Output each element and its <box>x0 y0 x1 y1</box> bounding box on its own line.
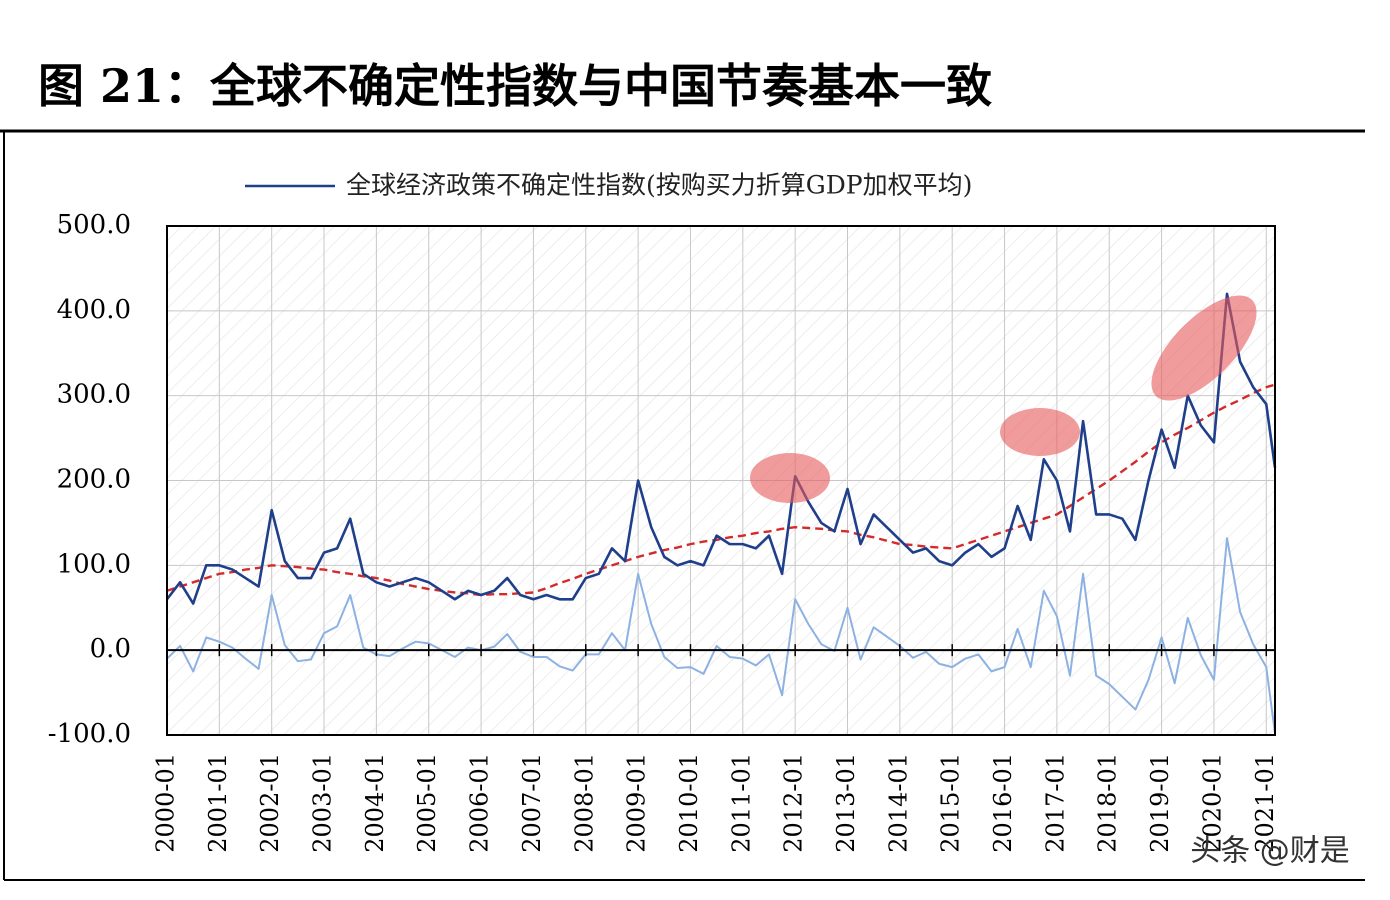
x-tick-label: 2019-01 <box>1146 753 1174 853</box>
axes: -100.0 0.0 100.0 200.0 300.0 400.0 500.0 2000-0… <box>48 210 1279 853</box>
x-tick-label: 2003-01 <box>309 753 337 853</box>
x-tick-label: 2013-01 <box>832 753 860 853</box>
x-tick-label: 2002-01 <box>256 753 284 853</box>
x-tick-label: 2010-01 <box>675 753 703 853</box>
x-tick-label: 2016-01 <box>989 753 1017 853</box>
x-tick-label: 2004-01 <box>361 753 389 853</box>
y-tick-label: 300.0 <box>57 380 131 410</box>
highlight <box>750 453 830 503</box>
x-tick-label: 2014-01 <box>884 753 912 853</box>
x-tick-label: 2005-01 <box>413 753 441 853</box>
x-tick-label: 2015-01 <box>937 753 965 853</box>
series-line <box>166 537 1276 734</box>
y-tick-label: 200.0 <box>57 465 131 495</box>
plot-frame <box>166 225 1276 736</box>
highlight <box>1151 295 1257 401</box>
y-tick-label: 0.0 <box>90 634 131 664</box>
x-tick-label: 2020-01 <box>1198 753 1226 853</box>
y-tick-label: 100.0 <box>57 549 131 579</box>
x-tick-label: 2007-01 <box>518 753 546 853</box>
y-tick-label: -100.0 <box>48 719 131 749</box>
highlight <box>1000 408 1080 456</box>
x-tick-label: 2017-01 <box>1041 753 1069 853</box>
x-tick-label: 2009-01 <box>623 753 651 853</box>
page-title: 图 21：全球不确定性指数与中国节奏基本一致 <box>38 59 992 113</box>
x-tick-label: 2001-01 <box>204 753 232 853</box>
watermark: 头条 @财是 <box>1190 834 1350 869</box>
lines <box>165 292 1277 734</box>
legend-label: 全球经济政策不确定性指数(按购买力折算GDP加权平均) <box>346 171 972 200</box>
y-tick-label: 400.0 <box>57 295 131 325</box>
y-tick-label: 500.0 <box>57 210 131 240</box>
x-tick-label: 2018-01 <box>1094 753 1122 853</box>
x-tick-label: 2006-01 <box>466 753 494 853</box>
x-tick-label: 2000-01 <box>152 753 180 853</box>
x-tick-label: 2011-01 <box>727 753 755 853</box>
x-tick-label: 2021-01 <box>1251 753 1279 853</box>
series-line <box>165 292 1277 605</box>
x-tick-label: 2008-01 <box>570 753 598 853</box>
x-tick-label: 2012-01 <box>780 753 808 853</box>
